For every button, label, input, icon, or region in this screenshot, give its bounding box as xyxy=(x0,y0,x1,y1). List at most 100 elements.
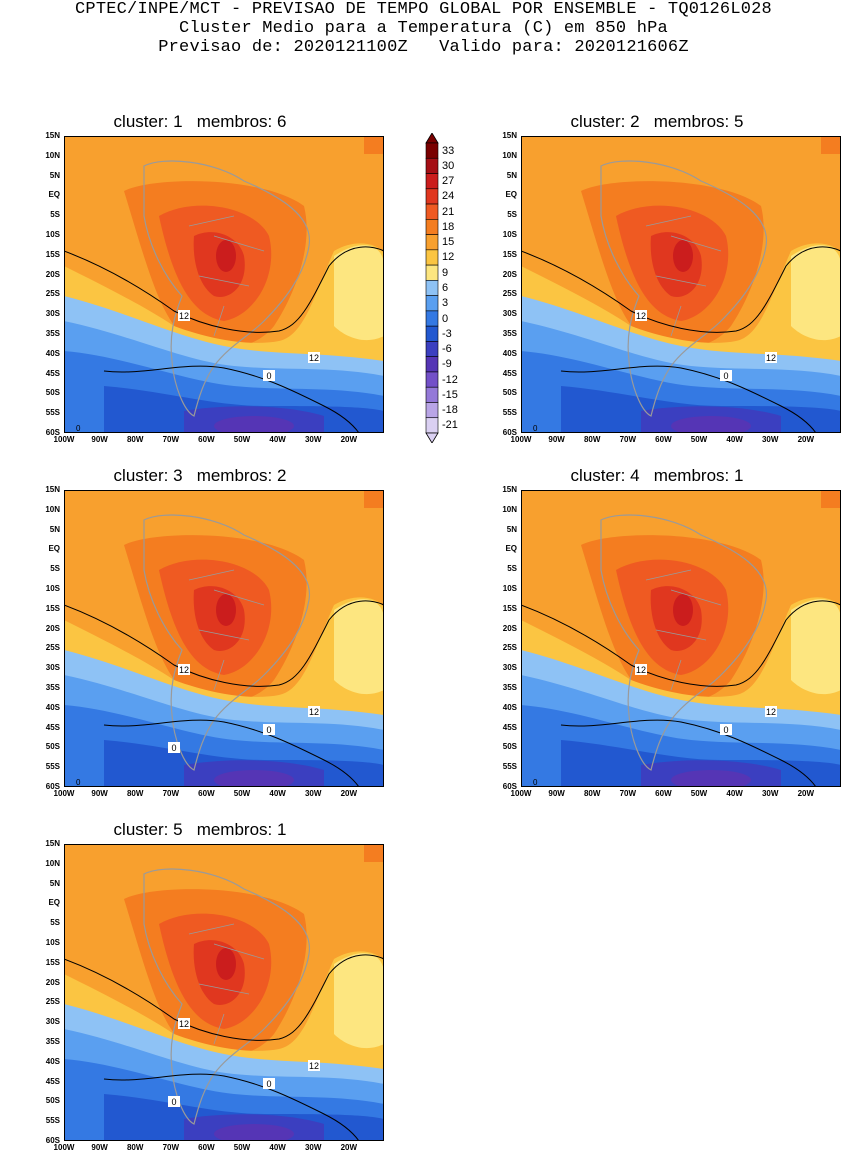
country-borders xyxy=(188,215,265,337)
lat-tick-label: 45S xyxy=(45,722,60,732)
contour-label-box xyxy=(308,1060,320,1071)
lat-tick-label: 20S xyxy=(45,623,60,633)
band-18 xyxy=(364,136,384,154)
lon-tick-label: 40W xyxy=(269,435,286,444)
contour-label: 12 xyxy=(309,1061,319,1071)
contour-label: 0 xyxy=(723,371,728,381)
lat-tick-label: 5N xyxy=(49,878,60,888)
header: CPTEC/INPE/MCT - PREVISAO DE TEMPO GLOBA… xyxy=(0,0,847,57)
lon-tick-label: 100W xyxy=(510,435,532,444)
panel-title: cluster: 1 membros: 6 xyxy=(113,112,287,131)
lat-tick-label: 40S xyxy=(502,702,517,712)
lat-tick-label: 60S xyxy=(502,428,517,437)
colorbar-swatch xyxy=(425,310,439,327)
lat-tick-label: 25S xyxy=(45,997,60,1007)
lat-tick-label: 35S xyxy=(45,329,60,338)
country-borders xyxy=(645,215,722,337)
lon-tick-label: 80W xyxy=(126,1143,144,1152)
lat-tick-label: 30S xyxy=(502,309,517,319)
colorbar-level-label: 33 xyxy=(442,144,455,157)
lon-tick-label: 30W xyxy=(304,435,322,444)
lat-tick-label: 5S xyxy=(50,564,60,574)
colorbar-swatch xyxy=(425,341,439,357)
band-27 xyxy=(216,594,236,626)
lat-tick-label: EQ xyxy=(505,544,517,554)
lat-tick-label: 10N xyxy=(45,504,60,514)
lat-tick-label: 45S xyxy=(502,722,517,732)
band-9 xyxy=(791,599,841,695)
temperature-map: 12 12 0 0 xyxy=(64,844,384,1141)
colorbar-swatch xyxy=(425,280,439,296)
map-frame xyxy=(521,490,841,787)
lat-tick-label: 15S xyxy=(502,249,517,259)
lon-tick-label: 90W xyxy=(91,789,108,798)
contour-label-box xyxy=(765,706,777,717)
contour-0 xyxy=(103,365,360,433)
contour-12 xyxy=(521,246,841,333)
colorbar-level-label: 15 xyxy=(442,236,455,249)
country-borders xyxy=(188,569,265,691)
colorbar-swatch xyxy=(425,325,439,342)
coastline xyxy=(143,160,311,417)
lon-tick-label: 70W xyxy=(619,435,637,444)
colorbar-level-label: 6 xyxy=(442,282,449,294)
contour-label: 12 xyxy=(636,665,646,675)
lon-tick-label: 30W xyxy=(304,1143,322,1152)
lon-tick-label: 40W xyxy=(269,1143,286,1152)
colorbar-swatch xyxy=(425,264,439,281)
lat-tick-label: 60S xyxy=(45,1136,60,1145)
colorbar-level-label: 0 xyxy=(442,312,449,325)
colorbar-swatch xyxy=(425,219,439,235)
contour-12 xyxy=(64,600,384,687)
lon-tick-label: 70W xyxy=(162,435,180,444)
lat-tick-label: 10S xyxy=(502,584,517,593)
lat-tick-label: EQ xyxy=(48,898,60,908)
map-frame xyxy=(64,490,384,787)
band-27 xyxy=(673,594,693,626)
contour-label: 12 xyxy=(179,1019,189,1029)
band-9 xyxy=(334,245,384,341)
country-borders xyxy=(188,923,265,1045)
lat-tick-label: 35S xyxy=(502,329,517,338)
colorbar-swatch xyxy=(425,173,439,190)
header-line-2: Cluster Medio para a Temperatura (C) em … xyxy=(179,19,668,38)
panel-title: cluster: 4 membros: 1 xyxy=(570,466,744,485)
temperature-map: 12 12 0 0 xyxy=(521,136,841,433)
lat-tick-label: 5N xyxy=(49,170,60,180)
colorbar-level-label: -18 xyxy=(442,404,458,417)
lat-tick-label: 10N xyxy=(45,858,60,868)
contour-label-box xyxy=(720,724,732,735)
lat-tick-label: 30S xyxy=(45,1017,60,1027)
contour-label: 12 xyxy=(179,311,189,321)
lat-tick-label: 10S xyxy=(45,938,60,947)
lat-tick-label: 15N xyxy=(502,485,517,494)
band-27 xyxy=(216,948,236,980)
lat-tick-label: 20S xyxy=(45,269,60,279)
lon-tick-label: 70W xyxy=(162,789,180,798)
colorbar-level-label: -21 xyxy=(442,419,458,432)
lat-tick-label: 30S xyxy=(45,663,60,673)
lat-tick-label: 5N xyxy=(49,524,60,534)
panel-title: cluster: 3 membros: 2 xyxy=(113,466,287,485)
band-m9 xyxy=(214,1124,294,1141)
band-18 xyxy=(821,490,841,508)
map-panel-cluster-3: cluster: 3 membros: 2 15N 10N 5N EQ 5S 10S 15S 2… xyxy=(20,466,384,806)
band-18 xyxy=(364,490,384,508)
bottom-contour-label: 0 xyxy=(76,424,81,433)
band-27 xyxy=(216,240,236,272)
coastline xyxy=(600,160,768,417)
contour-label: 0 xyxy=(171,743,176,753)
lat-tick-label: EQ xyxy=(48,190,60,200)
lat-tick-label: 60S xyxy=(45,428,60,437)
contour-0 xyxy=(103,1073,360,1141)
lat-tick-label: 5N xyxy=(506,524,517,534)
colorbar-level-label: 3 xyxy=(442,297,449,310)
lat-tick-label: 45S xyxy=(45,368,60,378)
lat-tick-label: 5S xyxy=(50,918,60,928)
contour-label: 12 xyxy=(766,707,776,717)
contour-label-box xyxy=(635,664,647,675)
lon-tick-label: 90W xyxy=(91,1143,108,1152)
lon-tick-label: 90W xyxy=(548,789,565,798)
lat-tick-label: EQ xyxy=(505,190,517,200)
lat-tick-label: 15S xyxy=(45,249,60,259)
